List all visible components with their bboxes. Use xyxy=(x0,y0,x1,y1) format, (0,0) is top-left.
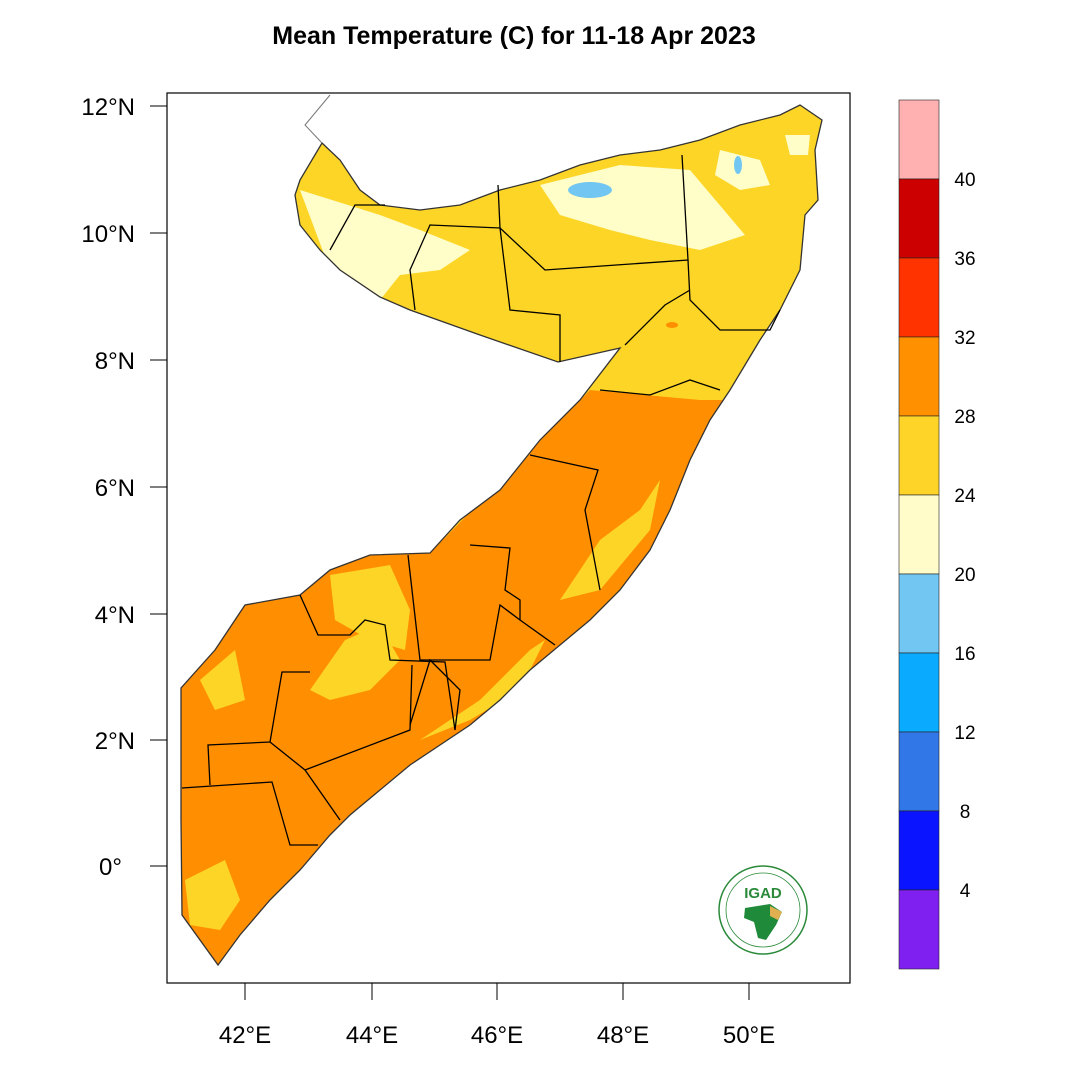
lon-axis: 42°E 44°E 46°E 48°E 50°E xyxy=(219,983,775,1049)
colorbar-label: 32 xyxy=(954,328,975,349)
lat-tick-label: 6°N xyxy=(95,475,135,502)
colorbar-swatch xyxy=(898,494,940,575)
lat-tick-label: 4°N xyxy=(95,602,135,629)
map-frame xyxy=(166,92,851,984)
colorbar-label: 24 xyxy=(954,486,976,507)
colorbar: 40 36 32 28 24 20 16 12 8 4 xyxy=(898,99,976,970)
colorbar-swatch xyxy=(898,810,940,891)
colorbar-label: 8 xyxy=(960,802,971,823)
lat-tick-label: 0° xyxy=(99,854,122,881)
lon-tick-label: 44°E xyxy=(346,1022,398,1049)
logo-text: IGAD xyxy=(744,885,782,902)
colorbar-swatch xyxy=(898,178,940,259)
colorbar-label: 28 xyxy=(954,407,975,428)
admin-boundaries xyxy=(181,154,781,846)
lat-tick-label: 10°N xyxy=(81,221,135,248)
lat-tick-label: 2°N xyxy=(95,728,135,755)
colorbar-swatch xyxy=(898,731,940,812)
temperature-field xyxy=(181,105,822,965)
colorbar-swatch xyxy=(898,573,940,654)
colorbar-swatch xyxy=(898,889,940,970)
map-title: Mean Temperature (C) for 11-18 Apr 2023 xyxy=(272,22,756,50)
colorbar-swatch xyxy=(898,257,940,338)
lon-tick-label: 46°E xyxy=(471,1022,523,1049)
colorbar-label: 36 xyxy=(954,249,975,270)
colorbar-swatch xyxy=(898,99,940,180)
colorbar-swatch xyxy=(898,652,940,733)
colorbar-label: 20 xyxy=(954,565,975,586)
colorbar-swatch xyxy=(898,336,940,417)
colorbar-label: 40 xyxy=(954,170,975,191)
lat-tick-label: 8°N xyxy=(95,348,135,375)
neighbor-border xyxy=(304,94,331,144)
colorbar-label: 12 xyxy=(954,723,975,744)
colorbar-swatch xyxy=(898,415,940,496)
lat-axis: 12°N 10°N 8°N 6°N 4°N 2°N 0° xyxy=(81,94,167,881)
igad-logo: IGAD xyxy=(718,865,808,955)
lon-tick-label: 42°E xyxy=(219,1022,271,1049)
lon-tick-label: 48°E xyxy=(597,1022,649,1049)
lat-tick-label: 12°N xyxy=(81,94,135,121)
lon-tick-label: 50°E xyxy=(723,1022,775,1049)
colorbar-label: 16 xyxy=(954,644,975,665)
colorbar-label: 4 xyxy=(960,881,971,902)
